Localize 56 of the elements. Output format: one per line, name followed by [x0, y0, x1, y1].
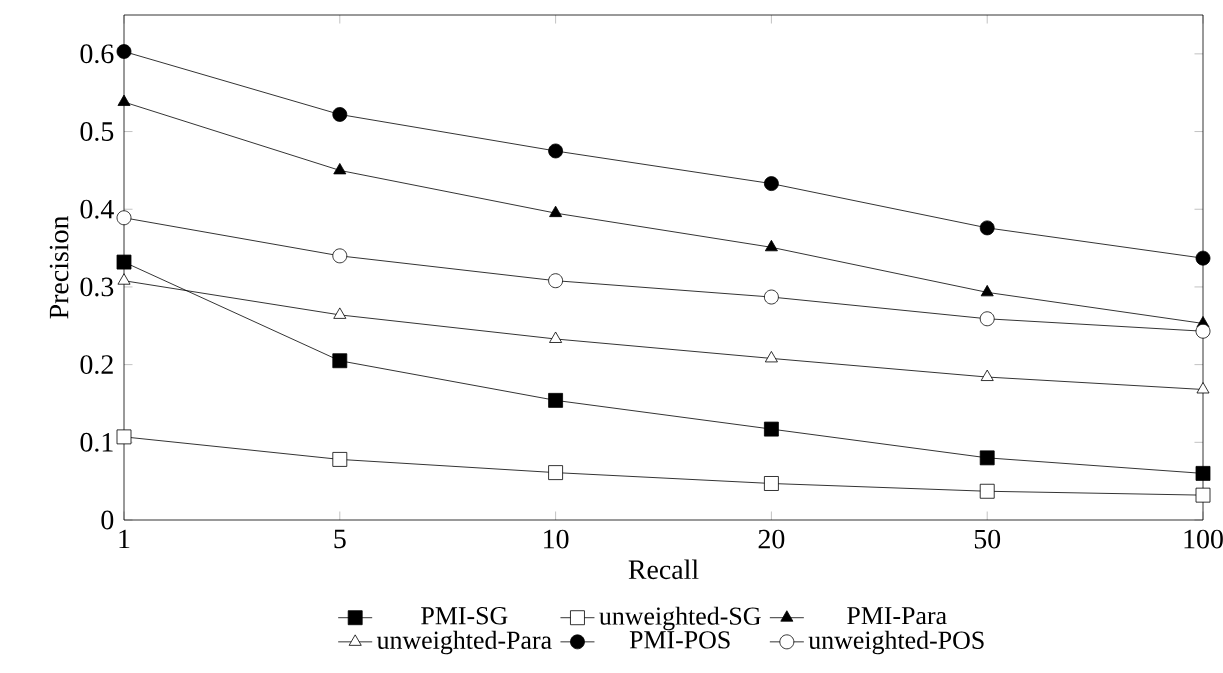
- point: [332, 107, 348, 122]
- point: [764, 289, 779, 305]
- point: [117, 273, 131, 285]
- point: [764, 239, 778, 252]
- point: [1195, 250, 1211, 266]
- point: [548, 143, 563, 159]
- point: [333, 307, 347, 319]
- point: [980, 284, 994, 297]
- point: [332, 248, 348, 264]
- legend-label: unweighted-POS: [808, 630, 984, 655]
- x-axis-title: Recall: [628, 559, 699, 580]
- point: [764, 176, 779, 191]
- x-tick-label: 1: [119, 529, 130, 549]
- y-tick-label: 0.6: [80, 44, 114, 64]
- point: [548, 465, 563, 481]
- x-tick-label: 100: [1184, 529, 1223, 549]
- point: [548, 392, 563, 408]
- point: [116, 44, 132, 59]
- point: [1195, 487, 1211, 503]
- x-tick-label: 20: [758, 529, 785, 549]
- legend-label: unweighted-SG: [599, 606, 761, 631]
- x-tick-label: 50: [974, 529, 1001, 549]
- point: [549, 331, 563, 343]
- point: [764, 351, 778, 363]
- legend-label: PMI-POS: [629, 631, 730, 649]
- point: [764, 476, 779, 491]
- legend-label: PMI-SG: [421, 607, 508, 625]
- legend-label: unweighted-Para: [376, 630, 552, 655]
- y-tick-label: 0.2: [80, 355, 113, 375]
- point: [979, 220, 995, 236]
- x-tick-label: 10: [544, 529, 569, 549]
- point: [332, 452, 348, 467]
- point: [1195, 323, 1211, 339]
- y-tick-label: 0.5: [80, 122, 114, 142]
- point: [980, 369, 994, 381]
- point: [764, 421, 779, 437]
- point: [549, 205, 563, 218]
- legend-label: PMI-Para: [847, 607, 947, 625]
- point: [548, 273, 563, 289]
- point: [979, 450, 995, 466]
- point: [116, 210, 132, 226]
- point: [117, 94, 131, 106]
- point: [332, 353, 348, 369]
- point: [979, 311, 995, 327]
- y-tick-label: 0.3: [80, 277, 114, 297]
- y-tick-label: 0.1: [80, 432, 113, 452]
- y-tick-label: 0: [101, 510, 114, 530]
- point: [979, 483, 995, 499]
- y-axis-title: Precision: [49, 216, 69, 319]
- point: [1196, 382, 1210, 394]
- x-tick-label: 5: [334, 529, 346, 549]
- point: [116, 429, 132, 445]
- point: [116, 254, 132, 270]
- point: [1195, 465, 1211, 481]
- y-tick-label: 0.4: [80, 199, 114, 219]
- point: [333, 162, 347, 175]
